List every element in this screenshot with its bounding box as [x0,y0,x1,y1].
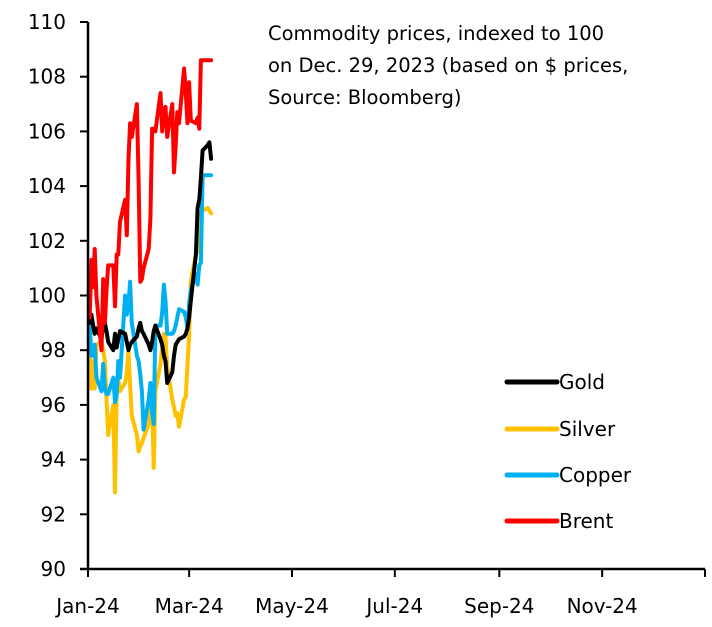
y-axis-ticks: 90 92 94 96 98 100 102 104 106 108 110 [28,10,88,581]
x-tick-label: Sep-24 [464,594,534,618]
y-tick-label: 100 [28,284,66,308]
y-tick-label: 108 [28,65,66,89]
x-tick-label: May-24 [255,594,329,618]
legend-item-copper: Copper [504,463,632,487]
legend-label: Gold [559,370,605,394]
y-tick-label: 94 [41,448,66,472]
y-tick-label: 110 [28,10,66,34]
series-line-brent [87,58,214,353]
chart-title: Commodity prices, indexed to 100 on Dec.… [268,22,628,109]
y-tick-label: 92 [41,502,66,526]
x-tick-label: Jan-24 [54,594,120,618]
y-tick-label: 90 [41,557,66,581]
y-tick-label: 106 [28,119,66,143]
y-tick-label: 102 [28,229,66,253]
y-tick-label: 96 [41,393,66,417]
legend-label: Silver [559,417,616,441]
legend: Gold Silver Copper Brent [504,370,632,533]
legend-item-brent: Brent [504,509,613,533]
chart-title-line-2: on Dec. 29, 2023 (based on $ prices, [268,54,628,77]
legend-label: Brent [559,509,613,533]
legend-item-gold: Gold [504,370,605,394]
y-tick-label: 104 [28,174,66,198]
x-tick-label: Nov-24 [567,594,638,618]
x-axis-ticks: Jan-24 Mar-24 May-24 Jul-24 Sep-24 Nov-24 [54,569,706,618]
chart-title-line-1: Commodity prices, indexed to 100 [268,22,604,45]
legend-item-silver: Silver [504,417,616,441]
x-tick-label: Jul-24 [364,594,423,618]
y-tick-label: 98 [41,338,66,362]
chart-title-line-3: Source: Bloomberg) [268,86,461,109]
legend-label: Copper [559,463,632,487]
series-lines [87,58,214,495]
series-line-gold [87,140,214,385]
x-tick-label: Mar-24 [155,594,224,618]
